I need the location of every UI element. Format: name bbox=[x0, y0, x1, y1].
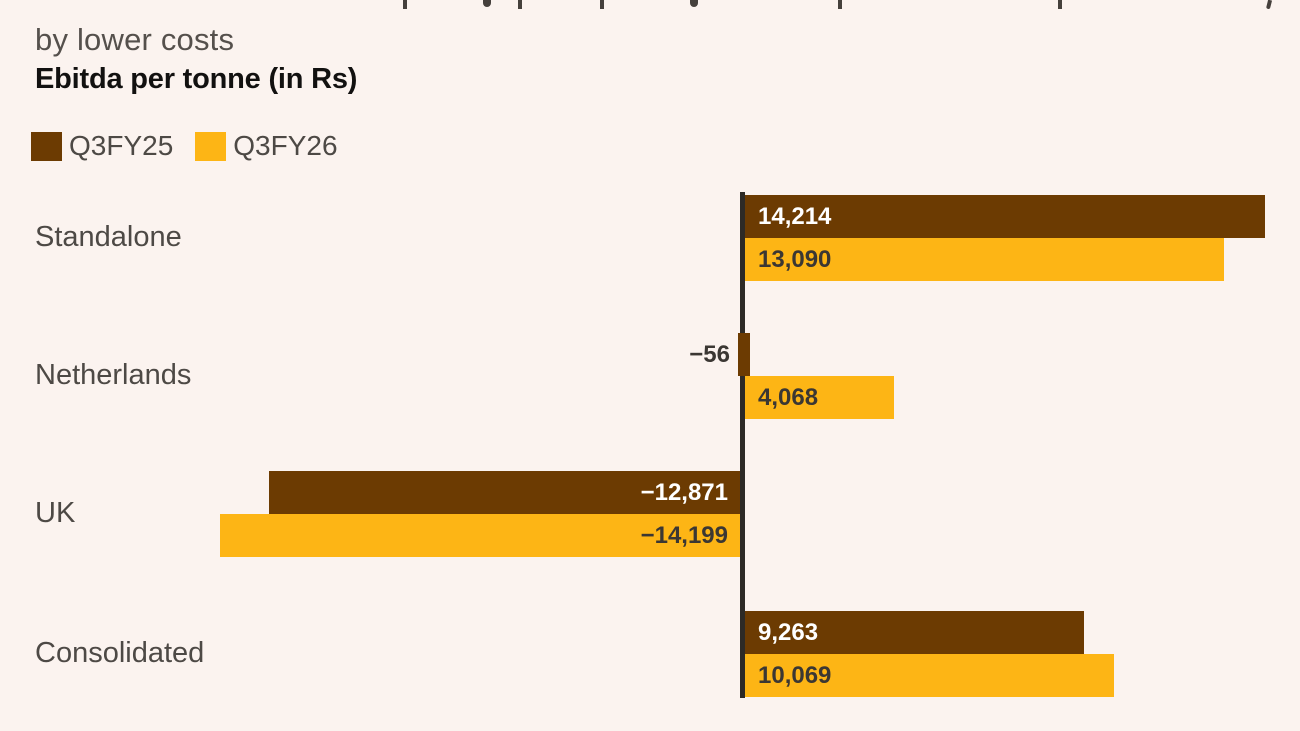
legend-label-q3fy26: Q3FY26 bbox=[233, 130, 338, 161]
bar-q3fy25-uk: −12,871 bbox=[269, 471, 740, 514]
legend-swatch-q3fy25-icon bbox=[31, 131, 62, 161]
bar-q3fy26-netherlands: 4,068 bbox=[745, 376, 894, 419]
bar-q3fy25-consolidated: 9,263 bbox=[745, 611, 1084, 654]
clipped-text-fragment bbox=[838, 0, 842, 9]
bar-q3fy26-uk: −14,199 bbox=[220, 514, 740, 557]
bar-q3fy26-standalone: 13,090 bbox=[745, 238, 1224, 281]
bar-q3fy26-consolidated: 10,069 bbox=[745, 654, 1114, 697]
value-label: 13,090 bbox=[758, 245, 832, 273]
category-label-netherlands: Netherlands bbox=[35, 359, 192, 391]
legend-swatch-q3fy26-icon bbox=[195, 131, 227, 161]
zero-axis-line bbox=[740, 192, 745, 698]
value-label: 4,068 bbox=[758, 383, 819, 411]
value-label: 10,069 bbox=[758, 661, 832, 689]
clipped-text-fragment bbox=[1058, 0, 1062, 9]
legend-item-q3fy25: Q3FY25 bbox=[31, 130, 173, 162]
bar-q3fy25-standalone: 14,214 bbox=[745, 195, 1265, 238]
legend-item-q3fy26: Q3FY26 bbox=[195, 130, 338, 162]
headline-line2: by lower costs bbox=[35, 22, 235, 57]
value-label: 14,214 bbox=[758, 202, 832, 230]
category-label-uk: UK bbox=[35, 497, 76, 529]
clipped-text-fragment bbox=[600, 0, 604, 9]
category-label-standalone: Standalone bbox=[35, 221, 182, 253]
clipped-text-fragment bbox=[518, 0, 522, 9]
clipped-heading-line bbox=[0, 0, 1300, 12]
value-label-outside: −56 bbox=[689, 341, 730, 368]
legend: Q3FY25 Q3FY26 bbox=[31, 130, 338, 162]
clipped-text-fragment bbox=[403, 0, 407, 9]
value-label: 9,263 bbox=[758, 618, 819, 646]
chart-title: Ebitda per tonne (in Rs) bbox=[35, 63, 358, 95]
value-label: −14,199 bbox=[640, 521, 728, 549]
clipped-text-fragment bbox=[690, 0, 698, 7]
category-label-consolidated: Consolidated bbox=[35, 637, 205, 669]
bar-q3fy25-netherlands bbox=[738, 333, 750, 376]
legend-label-q3fy25: Q3FY25 bbox=[69, 130, 174, 161]
clipped-text-fragment bbox=[483, 0, 491, 7]
value-label: −12,871 bbox=[640, 478, 728, 506]
